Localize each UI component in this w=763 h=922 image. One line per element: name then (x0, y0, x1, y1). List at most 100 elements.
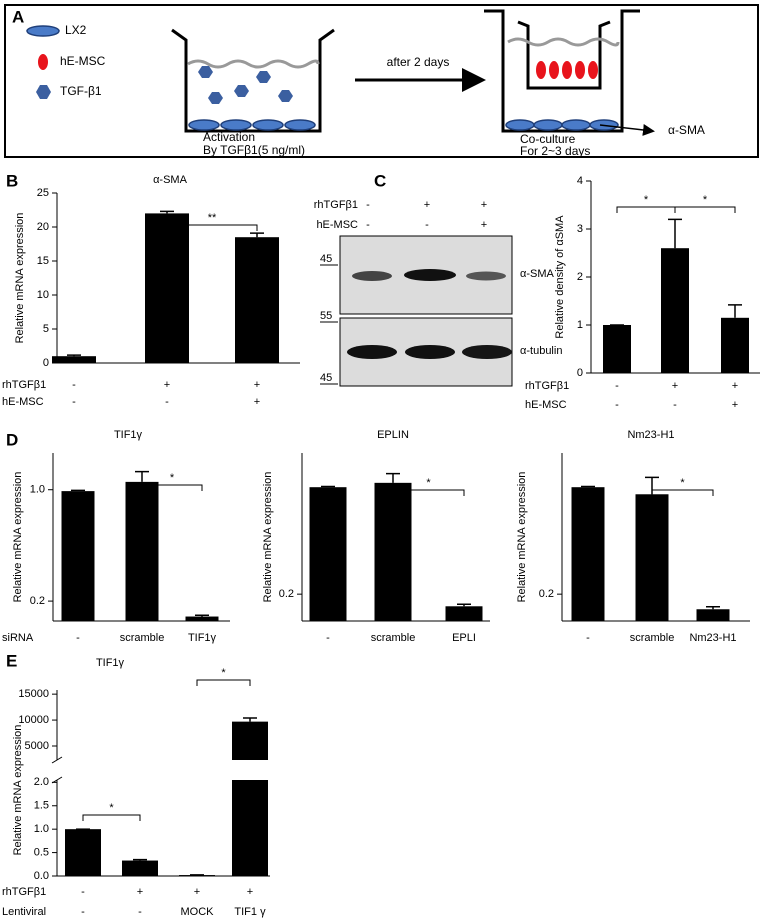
readout: α-SMA (668, 123, 705, 137)
condition-sign: + (164, 379, 170, 391)
bar (122, 860, 158, 876)
condition-sign: - (366, 219, 370, 231)
significance-label: * (644, 194, 649, 206)
condition-sign: + (732, 399, 738, 411)
y-axis-label: Relative mRNA expression (12, 472, 24, 603)
tgf-icon (36, 85, 51, 99)
condition-sign: + (254, 379, 260, 391)
arrow (599, 124, 655, 136)
error-bar (133, 858, 147, 861)
y-tick-label: 5 (43, 323, 49, 335)
panel-letter: B (6, 171, 18, 190)
band-label: α-SMA (520, 268, 555, 280)
error-bar (160, 210, 174, 214)
condition-sign: + (254, 396, 260, 408)
y-tick-label: 25 (37, 187, 49, 199)
condition-name: rhTGFβ1 (2, 379, 46, 391)
condition-sign: - (425, 219, 429, 231)
bar (61, 491, 95, 621)
band (347, 345, 397, 359)
x-tick-label: TIF1γ (188, 632, 217, 644)
y-tick-label: 0 (577, 367, 583, 379)
condition-sign: - (138, 906, 142, 918)
bar (661, 248, 689, 373)
bar (374, 482, 412, 621)
x-tick-label: EPLI (452, 632, 476, 644)
bar (185, 616, 219, 621)
msc-cells (536, 61, 598, 79)
y-tick-label: 1.0 (34, 823, 49, 835)
x-tick-label: scramble (371, 632, 416, 644)
significance-label: * (680, 477, 685, 489)
condition-name: rhTGFβ1 (2, 886, 46, 898)
y-tick-label: 3 (577, 223, 583, 235)
significance-bracket (82, 814, 141, 821)
y-tick-label: 0.2 (30, 595, 45, 607)
condition-name: rhTGFβ1 (525, 380, 569, 392)
band (352, 271, 392, 281)
error-bar (243, 717, 257, 722)
step-label: Co-culture (520, 132, 576, 146)
y-tick-label: 0.0 (34, 870, 49, 882)
condition-name: Lentiviral (2, 906, 46, 918)
bar (65, 829, 101, 876)
condition-sign: + (732, 380, 738, 392)
y-tick-label: 1.5 (34, 800, 49, 812)
error-bar (67, 354, 81, 357)
bar (603, 325, 631, 373)
y-tick-label: 0.5 (34, 846, 49, 858)
y-axis-label: Relative density of αSMA (554, 215, 566, 339)
panel-letter: C (374, 171, 386, 190)
y-tick-label: 10 (37, 289, 49, 301)
step-label: Activation (203, 130, 255, 144)
error-bar (250, 232, 264, 238)
band-label: α-tubulin (520, 345, 562, 357)
x-tick-label: scramble (120, 632, 165, 644)
significance-bracket (651, 489, 714, 496)
insert (517, 20, 611, 90)
well (484, 9, 640, 133)
x-tick-label: - (326, 632, 330, 644)
chart-title: α-SMA (153, 174, 188, 186)
legend-label: LX2 (65, 23, 87, 37)
y-tick-label: 5000 (25, 740, 49, 752)
bar (696, 609, 730, 621)
row-label: siRNA (2, 632, 34, 644)
y-tick-label: 2.0 (34, 776, 49, 788)
x-tick-label: scramble (630, 632, 675, 644)
bar (145, 213, 189, 363)
error-bar (195, 614, 209, 617)
significance-bracket (674, 206, 736, 213)
error-bar (668, 218, 682, 249)
error-bar (386, 472, 400, 483)
error-bar (321, 485, 335, 488)
y-axis-label: Relative mRNA expression (14, 213, 26, 344)
bar (125, 481, 159, 621)
bar (235, 237, 279, 363)
error-bar (71, 489, 85, 492)
chart-title: Nm23-H1 (627, 429, 674, 441)
lx2-cells (188, 119, 316, 131)
condition-sign: - (366, 199, 370, 211)
y-tick-label: 4 (577, 175, 583, 187)
chart-title: TIF1γ (114, 429, 143, 441)
y-tick-label: 10000 (18, 714, 49, 726)
bar (232, 780, 268, 876)
chart-title: TIF1γ (96, 657, 125, 669)
y-tick-label: 0 (43, 357, 49, 369)
tgf-particles (198, 66, 293, 104)
marker-label: 45 (320, 253, 332, 265)
y-tick-label: 1.0 (30, 484, 45, 496)
arrow-label: after 2 days (387, 55, 450, 69)
condition-sign: - (72, 396, 76, 408)
condition-sign: + (137, 886, 143, 898)
error-bar (457, 603, 471, 607)
bar (445, 606, 483, 621)
condition-name: hE-MSC (525, 399, 567, 411)
membrane (187, 59, 320, 69)
legend-label: hE-MSC (60, 54, 106, 68)
bar (721, 317, 749, 373)
y-tick-label: 0.2 (279, 588, 294, 600)
significance-bracket (166, 224, 258, 231)
condition-sign: + (672, 380, 678, 392)
